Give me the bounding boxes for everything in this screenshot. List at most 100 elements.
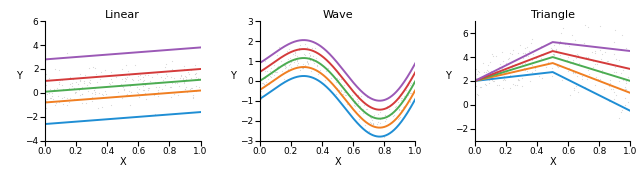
Point [382, 104, 392, 107]
Point [73, 82, 83, 85]
Point [559, 43, 570, 46]
Point [193, 76, 204, 79]
Point [166, 96, 176, 99]
Y-axis label: Y: Y [15, 71, 21, 81]
Point [119, 87, 129, 90]
Title: Wave: Wave [323, 10, 353, 20]
Point [292, 59, 302, 62]
Point [568, 70, 579, 73]
Point [54, 101, 64, 103]
Point [500, 78, 510, 81]
Point [302, 45, 312, 48]
Point [527, 63, 537, 66]
Point [513, 78, 524, 81]
Point [606, 88, 616, 91]
Point [404, 100, 415, 103]
Point [265, 75, 275, 78]
Point [184, 79, 194, 82]
Point [368, 122, 378, 125]
Point [147, 81, 157, 84]
Point [321, 76, 332, 79]
Point [310, 46, 321, 49]
Point [309, 62, 319, 65]
Point [68, 87, 79, 90]
Point [86, 95, 97, 98]
Point [276, 73, 287, 76]
Point [368, 121, 378, 124]
Point [58, 88, 68, 91]
Point [609, 91, 620, 94]
Point [175, 76, 185, 79]
Point [191, 71, 201, 74]
Point [170, 77, 180, 80]
Point [401, 96, 411, 98]
Point [367, 123, 378, 126]
Point [51, 101, 61, 104]
Point [518, 57, 528, 59]
Point [334, 77, 344, 80]
Point [282, 70, 292, 72]
Point [508, 83, 518, 86]
Point [571, 57, 581, 60]
Point [111, 76, 121, 78]
Point [166, 86, 176, 89]
Point [97, 97, 107, 99]
Point [564, 44, 574, 47]
Point [536, 53, 547, 56]
Point [394, 93, 404, 96]
Point [290, 58, 300, 61]
Point [51, 77, 61, 80]
Point [534, 58, 545, 61]
Point [588, 60, 598, 63]
Point [591, 75, 601, 78]
Point [125, 85, 136, 88]
Point [70, 91, 81, 94]
Point [268, 60, 278, 62]
Point [167, 68, 177, 71]
Point [522, 45, 532, 48]
Point [408, 80, 419, 83]
Point [621, 47, 631, 49]
Point [313, 73, 323, 76]
Point [120, 77, 130, 80]
Point [518, 52, 529, 55]
Point [395, 116, 405, 119]
Point [593, 77, 604, 80]
Point [484, 78, 494, 81]
Point [87, 91, 97, 94]
Point [304, 55, 314, 58]
Point [520, 69, 530, 71]
Point [546, 46, 556, 49]
Point [477, 61, 488, 64]
Point [580, 56, 591, 58]
Point [280, 63, 290, 66]
Point [80, 87, 90, 90]
Point [303, 62, 314, 64]
Point [394, 109, 404, 112]
Point [90, 93, 100, 96]
Point [332, 93, 342, 95]
Point [589, 49, 600, 52]
Point [319, 79, 330, 82]
Point [93, 85, 103, 88]
Point [518, 59, 529, 62]
Point [568, 70, 579, 73]
Point [133, 92, 143, 94]
Point [621, 88, 631, 91]
Title: Linear: Linear [105, 10, 140, 20]
Point [180, 88, 190, 90]
Point [292, 58, 303, 61]
Point [132, 86, 142, 89]
Point [90, 86, 100, 89]
Point [274, 45, 284, 48]
Point [348, 97, 358, 99]
Point [293, 47, 303, 50]
Point [292, 55, 303, 58]
Point [57, 78, 67, 81]
Point [141, 93, 151, 96]
Point [342, 103, 352, 106]
Point [563, 43, 573, 45]
Point [375, 111, 385, 114]
Point [113, 90, 124, 93]
Point [494, 84, 504, 87]
